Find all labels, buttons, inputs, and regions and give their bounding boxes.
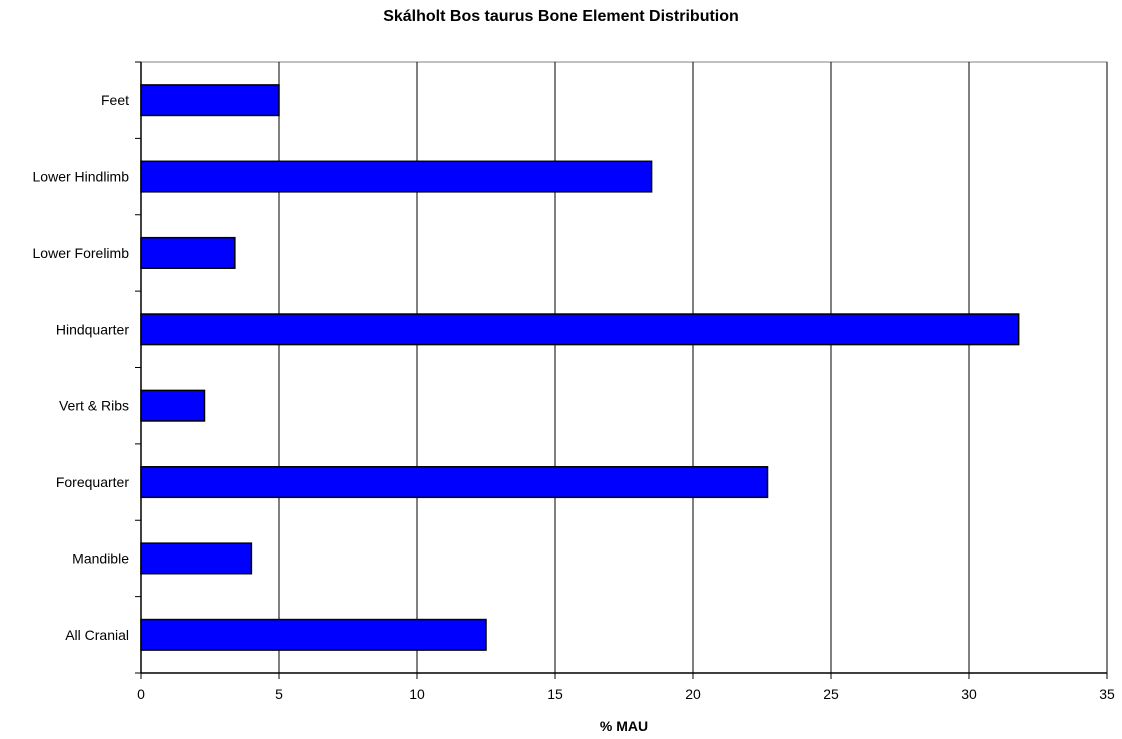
x-tick-label: 30 [961,686,977,702]
plot-area-border [140,61,1108,674]
x-tick-label: 35 [1099,686,1115,702]
category-label: Feet [101,92,129,108]
x-tick-label: 20 [685,686,701,702]
bar [140,389,206,422]
x-tick-label: 15 [547,686,563,702]
x-tick-label: 10 [409,686,425,702]
bar [140,84,280,117]
category-label: All Cranial [65,627,129,643]
grid-layer [140,61,1108,674]
chart-title: Skálholt Bos taurus Bone Element Distrib… [383,8,739,25]
bar [140,236,236,269]
bar [140,466,769,499]
category-label: Mandible [72,550,129,566]
x-axis-title: % MAU [600,718,648,734]
x-tick-label: 25 [823,686,839,702]
bar [140,160,653,193]
bar-layer [140,84,1020,651]
bar [140,542,253,575]
x-tick-label: 5 [275,686,283,702]
category-label: Vert & Ribs [59,398,129,414]
bar [140,313,1020,346]
bar [140,618,487,651]
axis-layer: 0 5 10 15 20 25 30 35 Feet Lower Hindlimb Lower Fo… [33,61,1115,702]
category-label: Lower Forelimb [33,245,130,261]
category-label: Forequarter [56,474,129,490]
category-label: Lower Hindlimb [33,169,130,185]
category-label: Hindquarter [56,321,129,337]
x-tick-label: 0 [137,686,145,702]
